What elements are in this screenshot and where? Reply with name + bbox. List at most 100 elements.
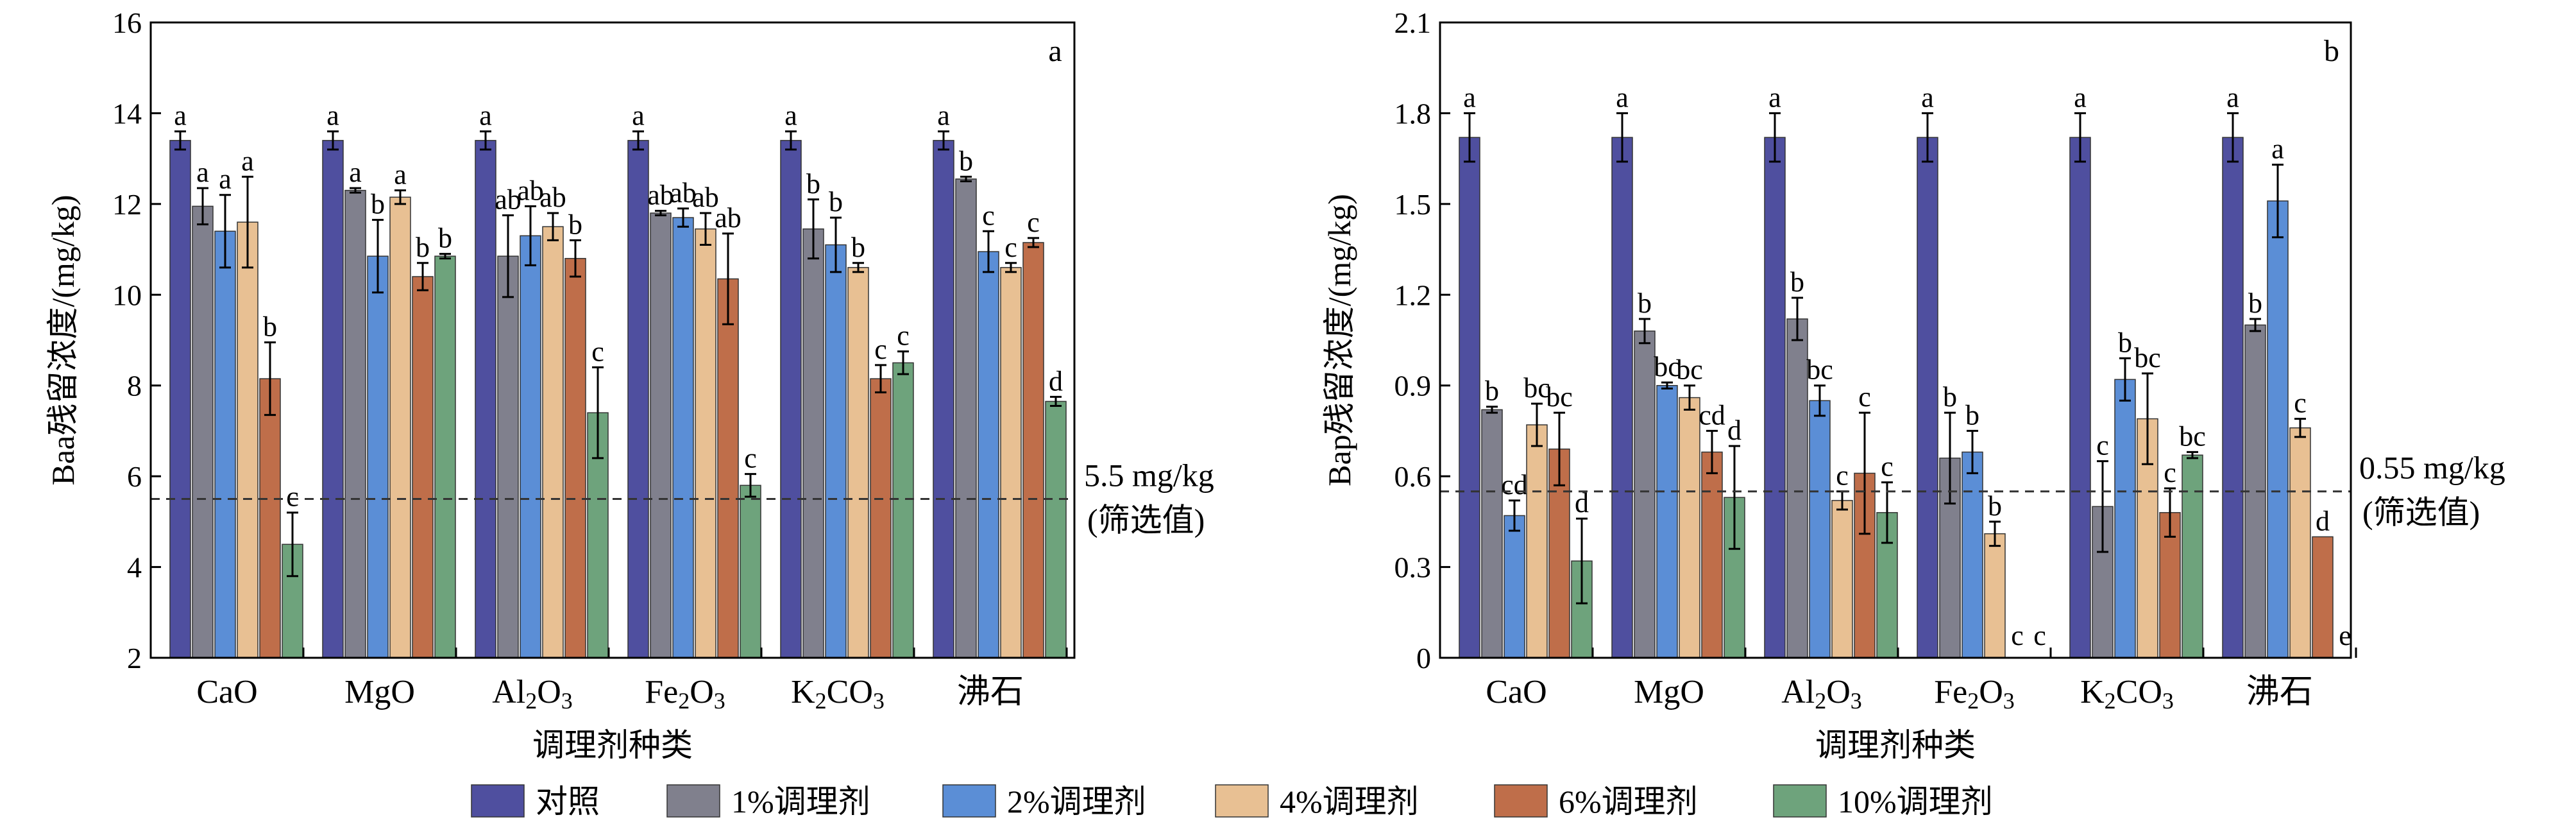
y-tick-label: 1.2 [1394,279,1432,311]
category-label-base: K [2080,674,2105,710]
category-label: 沸石 [957,674,1024,710]
bar-a-1-2 [367,255,389,658]
bar-a-1-4 [412,276,434,658]
sig-label: c [2011,620,2024,651]
category-label: Fe2O3 [1934,674,2015,714]
category-label: MgO [344,674,415,710]
y-tick-label: 1.8 [1394,97,1432,130]
sig-label: c [1027,207,1040,238]
sig-label: d [1727,415,1741,446]
bar-a-3-5 [740,485,761,658]
bar-b-3-3 [1984,533,2006,658]
legend-label: 2%调理剂 [1007,784,1146,820]
category-label-sub-1: 3 [2162,688,2174,714]
sig-label: a [219,164,232,195]
bar-a-1-5 [434,255,456,658]
category-label-base: K [791,674,815,710]
bar-b-3-2 [1962,451,1983,658]
bar-a-5-1 [955,178,977,658]
category-label-base: CaO [196,674,257,710]
category-label-base: 沸石 [957,674,1024,710]
bar-b-0-3 [1526,424,1548,658]
panel-label: b [2324,34,2339,68]
sig-label: c [2294,388,2307,419]
sig-label: bc [2134,342,2161,373]
bar-b-1-1 [1634,330,1656,658]
bar-a-1-3 [389,196,411,658]
y-tick-label: 2.1 [1394,6,1432,39]
legend-label: 6%调理剂 [1559,784,1698,820]
legend-swatch [1494,784,1548,818]
threshold-label: 0.55 mg/kg [2359,450,2505,486]
sig-label: bc [1676,354,1703,386]
y-tick-label: 4 [127,551,142,584]
bar-a-2-1 [497,255,519,658]
y-axis-title: Baa残留浓度/(mg/kg) [45,195,81,486]
sig-label: a [1616,82,1629,113]
sig-label: c [874,334,887,365]
sig-label: a [2074,82,2087,113]
category-label: CaO [196,674,257,710]
sig-label: ab [670,177,697,209]
sig-label: a [241,145,254,176]
legend-label: 10%调理剂 [1838,784,1993,820]
bar-b-2-2 [1809,400,1831,658]
sig-label: a [196,157,209,188]
category-label-part-0: O [690,674,714,710]
category-label-sub-1: 3 [1851,688,1862,714]
bar-b-5-4 [2312,536,2334,658]
y-tick-label: 16 [112,6,142,39]
bar-a-2-3 [542,226,564,658]
bar-a-5-5 [1045,400,1067,658]
category-label-sub-1: 3 [873,688,885,714]
y-tick-label: 0.6 [1394,460,1432,493]
sig-label: a [326,100,339,132]
category-label-sub-1: 3 [561,688,573,714]
category-label: Al2O3 [492,674,573,714]
sig-label: a [937,100,950,132]
sig-label: ab [692,182,719,213]
sig-label: bc [1654,351,1681,382]
sig-label: a [1463,82,1476,113]
sig-label: e [2339,620,2351,651]
category-label-sub-0: 2 [525,688,537,714]
sig-label: cd [1501,469,1528,501]
bar-b-5-0 [2222,137,2244,658]
y-tick-label: 2 [127,642,142,674]
y-tick-label: 14 [112,97,142,130]
category-label-part-0: CO [2116,674,2162,710]
panel-label: a [1048,34,1062,68]
category-label-sub-0: 2 [2105,688,2116,714]
sig-label: d [2316,505,2330,536]
y-tick-label: 10 [112,279,142,311]
bar-a-5-3 [1000,267,1022,658]
sig-label: c [897,320,910,352]
y-tick-label: 12 [112,188,142,221]
sig-label: ab [539,182,566,213]
legend: 对照 1%调理剂 2%调理剂 4%调理剂 6%调理剂 10%调理剂 [471,784,1993,820]
sig-label: bc [1806,354,1833,386]
legend-swatch [942,784,996,818]
bar-b-4-2 [2114,379,2136,658]
sig-label: ab [517,175,544,206]
plot-frame [149,21,1076,659]
bar-b-5-3 [2289,427,2311,658]
legend-swatch [471,784,525,818]
bar-b-3-0 [1917,137,1938,658]
sig-label: c [1858,381,1871,413]
y-tick-label: 0.3 [1394,551,1432,584]
bar-a-4-3 [847,267,869,658]
bar-a-0-1 [192,205,214,658]
sig-label: c [2033,620,2046,651]
sig-label: b [806,168,820,200]
sig-label: b [1638,288,1652,319]
sig-label: b [263,311,277,343]
sig-label: b [568,209,582,240]
bar-a-3-2 [672,217,694,658]
sig-label: b [438,223,452,254]
category-label-part-0: O [1826,674,1851,710]
bar-b-0-0 [1459,137,1480,658]
sig-label: b [2118,327,2132,358]
bar-b-1-0 [1611,137,1633,658]
